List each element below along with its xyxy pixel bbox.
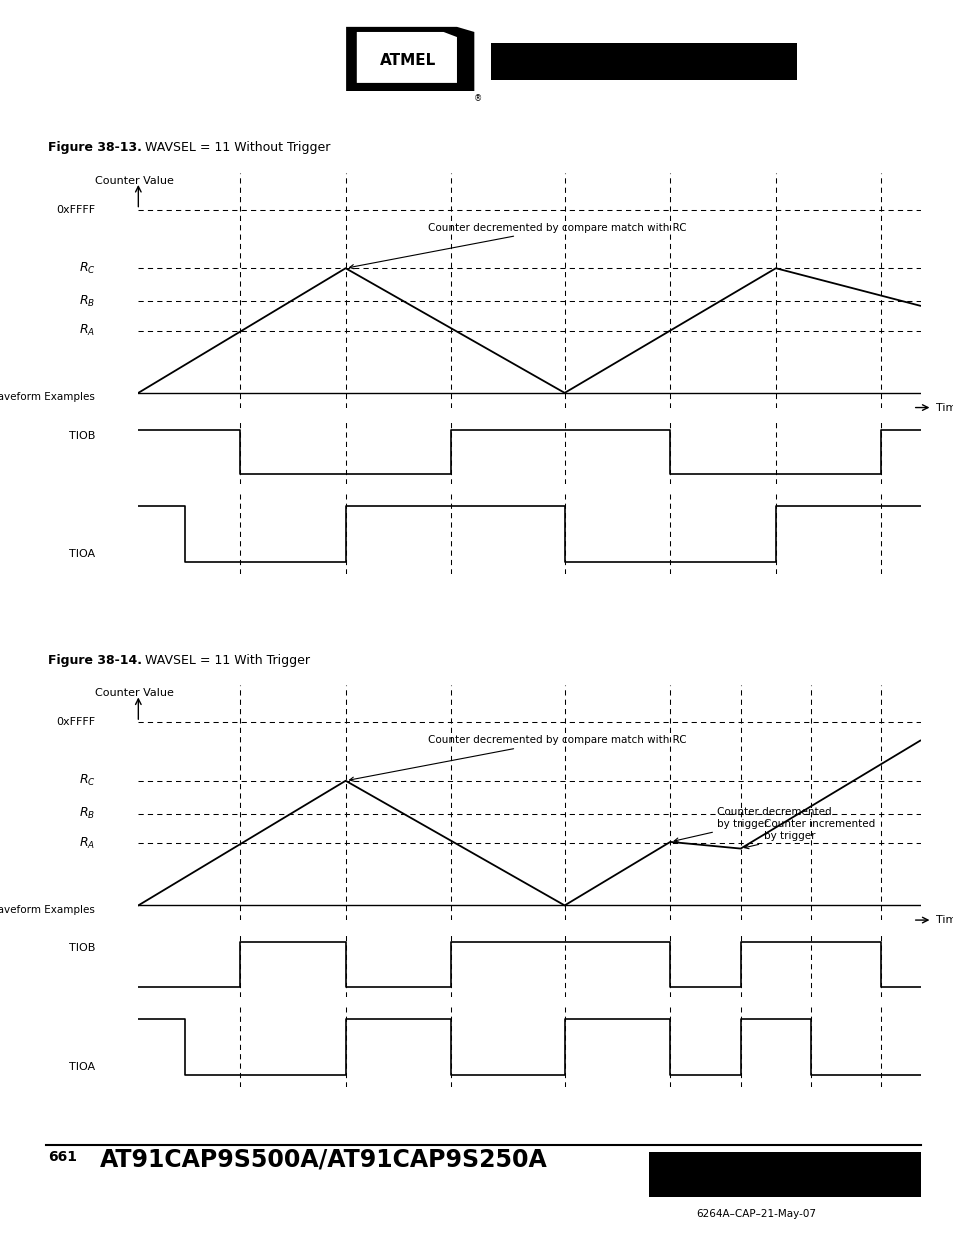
Text: Time: Time xyxy=(935,915,953,925)
Text: TIOA: TIOA xyxy=(70,1062,95,1072)
Text: Waveform Examples: Waveform Examples xyxy=(0,393,95,403)
Text: AT91CAP9S500A/AT91CAP9S250A: AT91CAP9S500A/AT91CAP9S250A xyxy=(100,1147,547,1171)
Text: Counter decremented by compare match with RC: Counter decremented by compare match wit… xyxy=(349,222,685,269)
Text: 0xFFFF: 0xFFFF xyxy=(56,205,95,215)
Text: $R_B$: $R_B$ xyxy=(79,294,95,309)
Text: Counter decremented by compare match with RC: Counter decremented by compare match wit… xyxy=(349,735,685,782)
Text: Waveform Examples: Waveform Examples xyxy=(0,905,95,915)
Text: $R_C$: $R_C$ xyxy=(78,773,95,788)
Text: TIOB: TIOB xyxy=(69,431,95,441)
Text: 661: 661 xyxy=(48,1150,76,1163)
Text: $R_C$: $R_C$ xyxy=(78,261,95,275)
Text: $R_B$: $R_B$ xyxy=(79,806,95,821)
Text: $R_A$: $R_A$ xyxy=(79,836,95,851)
Polygon shape xyxy=(356,32,456,83)
Text: ATMEL: ATMEL xyxy=(379,53,436,68)
Text: 0xFFFF: 0xFFFF xyxy=(56,718,95,727)
Text: WAVSEL = 11 Without Trigger: WAVSEL = 11 Without Trigger xyxy=(141,141,331,154)
Text: ®: ® xyxy=(474,94,482,103)
Text: TIOA: TIOA xyxy=(70,550,95,559)
Polygon shape xyxy=(346,27,474,91)
Text: TIOB: TIOB xyxy=(69,944,95,953)
Text: Time: Time xyxy=(935,403,953,412)
Text: Figure 38-14.: Figure 38-14. xyxy=(48,653,142,667)
Text: Counter Value: Counter Value xyxy=(95,688,174,698)
Text: $R_A$: $R_A$ xyxy=(79,324,95,338)
Text: Counter decremented
by trigger: Counter decremented by trigger xyxy=(674,808,831,842)
Text: 6264A–CAP–21-May-07: 6264A–CAP–21-May-07 xyxy=(696,1209,816,1219)
Text: WAVSEL = 11 With Trigger: WAVSEL = 11 With Trigger xyxy=(141,653,310,667)
Text: Figure 38-13.: Figure 38-13. xyxy=(48,141,141,154)
Text: Counter incremented
by trigger: Counter incremented by trigger xyxy=(744,820,875,848)
Text: Counter Value: Counter Value xyxy=(95,175,174,185)
